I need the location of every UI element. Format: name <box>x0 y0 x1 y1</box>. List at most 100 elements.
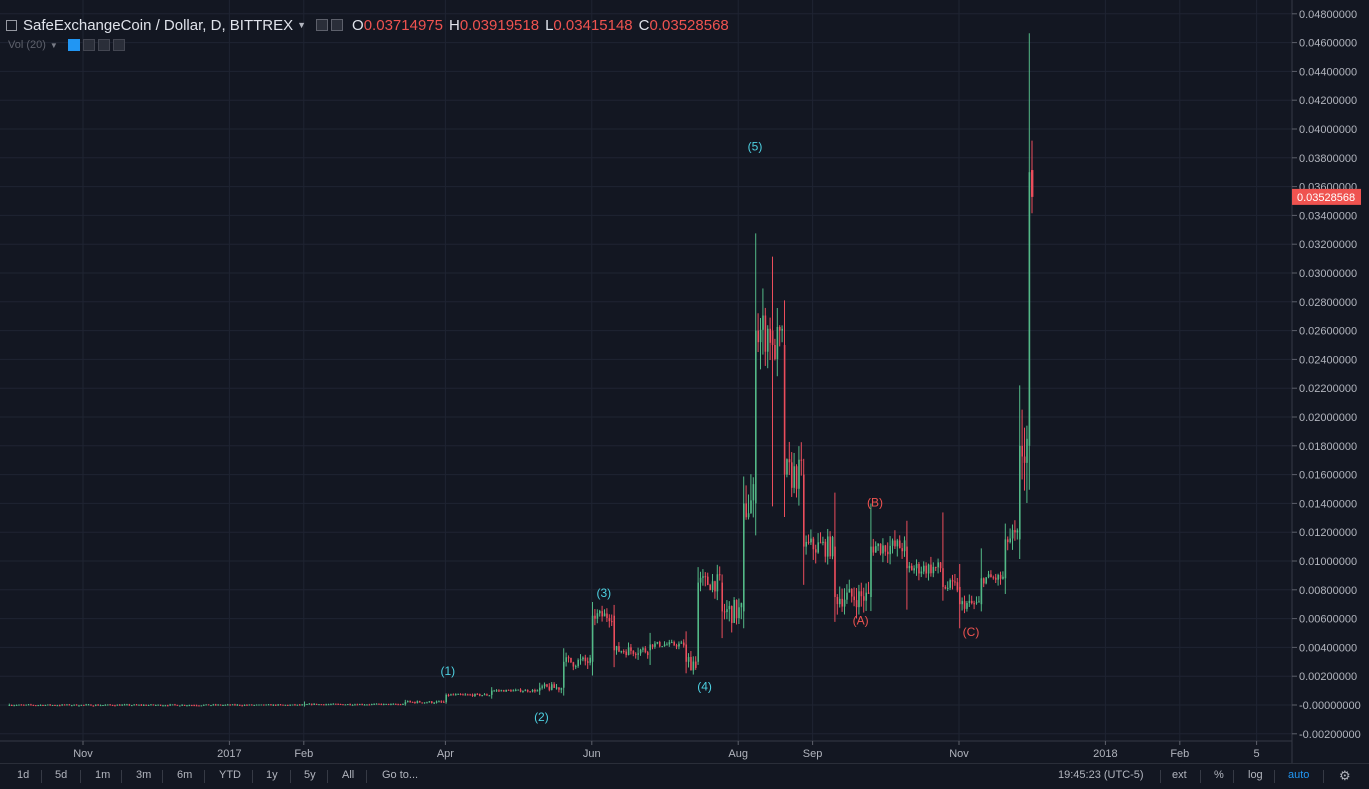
timeframe-5y[interactable]: 5y <box>304 769 316 781</box>
candle-body <box>827 536 829 557</box>
candle-body <box>486 694 488 696</box>
timeframe-all[interactable]: All <box>342 769 355 781</box>
candle-body <box>279 704 282 706</box>
legend-toggle-icon[interactable] <box>6 19 17 31</box>
candle-body <box>611 621 613 623</box>
candle-body <box>152 704 155 706</box>
eye-icon[interactable] <box>67 39 80 51</box>
go-to-date-button[interactable]: Go to... <box>382 769 419 781</box>
candle-body <box>524 690 527 692</box>
timeframe-1m[interactable]: 1m <box>95 769 111 781</box>
candle-body <box>102 705 104 707</box>
candle-body <box>200 705 203 707</box>
chevron-down-icon[interactable]: ▼ <box>297 20 307 30</box>
timeframe-3m[interactable]: 3m <box>136 769 152 781</box>
candle-body <box>716 574 719 592</box>
time-axis[interactable]: Nov 2017 Feb Apr Jun Aug Sep Nov 2018 Feb 5 <box>73 741 1260 760</box>
candle-body <box>15 704 18 706</box>
price-axis[interactable]: 0.04800000 0.04600000 0.04400000 0.04200000… <box>1292 9 1361 741</box>
candle-body <box>812 538 815 550</box>
candle-body <box>663 644 666 647</box>
eye-icon[interactable] <box>316 19 329 31</box>
candle-body <box>973 603 975 605</box>
separator <box>121 770 122 783</box>
x-tick-label: Apr <box>437 748 454 760</box>
y-tick-label: 0.03200000 <box>1299 239 1357 251</box>
gear-icon[interactable]: ⚙ <box>1339 768 1351 783</box>
candle-body <box>104 704 107 706</box>
log-toggle[interactable]: log <box>1248 769 1263 781</box>
candle-body <box>519 689 522 692</box>
candle-body <box>963 601 966 609</box>
candle-body <box>939 562 942 569</box>
x-tick-label: 5 <box>1254 748 1260 760</box>
candle-body <box>13 705 15 707</box>
y-tick-label: 0.01000000 <box>1299 556 1357 568</box>
timeframe-ytd[interactable]: YTD <box>219 769 241 781</box>
candle-body <box>385 703 387 705</box>
y-tick-label: 0.00600000 <box>1299 614 1357 626</box>
candle-body <box>35 705 37 707</box>
wave-label: (A) <box>853 613 869 627</box>
ext-toggle[interactable]: ext <box>1172 769 1187 781</box>
candle-body <box>68 704 71 706</box>
candle-body <box>145 704 147 706</box>
candle-body <box>747 513 750 518</box>
candle-body <box>539 687 541 691</box>
x-tick-label: Jun <box>583 748 601 760</box>
chevron-down-icon[interactable]: ▼ <box>49 40 58 50</box>
candle-body <box>481 695 483 697</box>
candle-body <box>92 705 95 707</box>
candle-body <box>911 565 913 571</box>
percent-toggle[interactable]: % <box>1214 769 1224 781</box>
candle-body <box>1014 530 1016 533</box>
candle-body <box>61 704 63 706</box>
candle-body <box>260 704 263 706</box>
candle-body <box>354 704 356 706</box>
timeframe-6m[interactable]: 6m <box>177 769 193 781</box>
auto-toggle[interactable]: auto <box>1288 769 1310 781</box>
gear-icon[interactable] <box>331 19 344 31</box>
y-tick-label: 0.04000000 <box>1299 124 1357 136</box>
candle-body <box>997 574 999 580</box>
plus-icon[interactable] <box>97 39 110 51</box>
candle-body <box>735 599 738 619</box>
close-icon[interactable] <box>112 39 125 51</box>
candle-body <box>937 562 939 568</box>
y-tick-label: 0.03000000 <box>1299 268 1357 280</box>
y-tick-label: 0.04200000 <box>1299 95 1357 107</box>
timeframe-1d[interactable]: 1d <box>17 769 30 781</box>
candle-body <box>356 704 359 706</box>
candle-body <box>635 653 637 655</box>
candle-body <box>361 704 363 706</box>
timeframe-5d[interactable]: 5d <box>55 769 68 781</box>
candle-body <box>647 652 649 656</box>
candle-body <box>255 704 258 706</box>
candle-body <box>159 704 162 706</box>
candle-body <box>231 704 234 706</box>
wave-label: (5) <box>748 140 763 154</box>
candle-body <box>637 653 639 655</box>
candle-body <box>762 315 764 330</box>
candle-body <box>327 704 330 706</box>
candle-body <box>903 540 906 552</box>
volume-indicator-label[interactable]: Vol (20) <box>8 39 46 51</box>
timeframe-1y[interactable]: 1y <box>266 769 278 781</box>
candle-body <box>1016 530 1019 533</box>
candle-body <box>78 705 80 707</box>
candle-body <box>947 587 949 589</box>
candle-body <box>488 695 491 697</box>
candle-body <box>479 693 481 696</box>
candle-body <box>498 690 500 692</box>
symbol-title[interactable]: SafeExchangeCoin / Dollar, D, BITTREX <box>23 16 294 34</box>
clock-readout[interactable]: 19:45:23 (UTC-5) <box>1058 769 1144 781</box>
candle-body <box>767 328 769 352</box>
candle-body <box>558 687 560 690</box>
gear-icon[interactable] <box>82 39 95 51</box>
candle-body <box>109 704 111 706</box>
candle-body <box>294 704 296 706</box>
candle-body <box>275 704 277 706</box>
y-tick-label: 0.04800000 <box>1299 9 1357 21</box>
